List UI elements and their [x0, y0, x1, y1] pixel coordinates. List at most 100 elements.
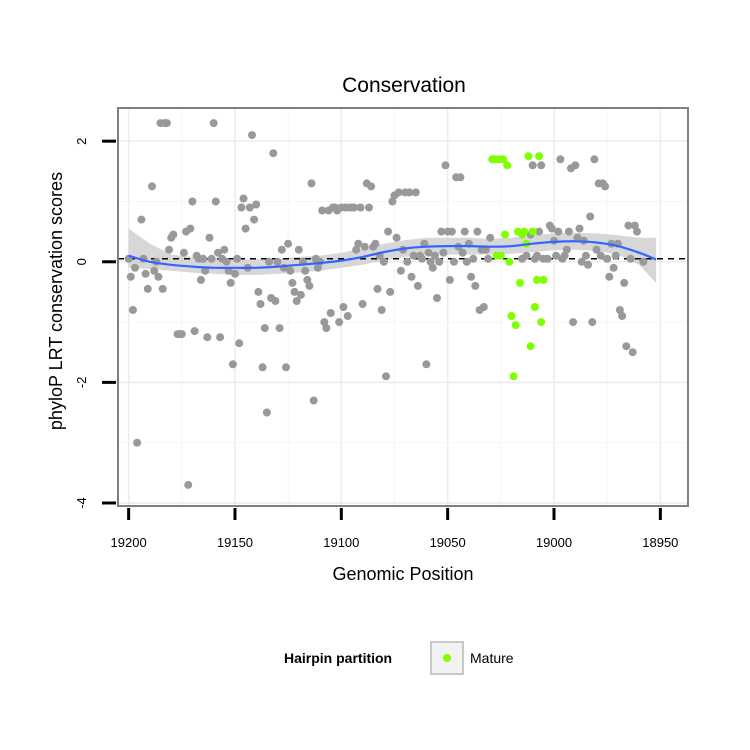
point-other [405, 188, 414, 197]
point-other [426, 257, 435, 266]
point-other [469, 254, 478, 263]
point-other [356, 203, 365, 212]
point-other [350, 203, 359, 212]
x-tick-label: 19050 [430, 535, 466, 550]
point-other [407, 272, 416, 281]
point-other [269, 149, 278, 158]
point-other [588, 318, 597, 327]
point-other [437, 227, 446, 236]
point-mature [537, 318, 546, 327]
point-other [422, 360, 431, 369]
point-other [148, 182, 156, 191]
x-tick-label: 19150 [217, 535, 253, 550]
point-other [396, 266, 405, 275]
point-mature [528, 227, 537, 236]
point-other [428, 263, 437, 272]
x-axis: 19200 19150 19100 19050 19000 18950 [111, 508, 678, 550]
point-other [307, 179, 316, 188]
point-other [484, 254, 493, 263]
point-other [562, 245, 571, 254]
plot-panel [117, 107, 689, 507]
point-other [479, 303, 488, 311]
point-other [226, 278, 235, 287]
point-other [288, 278, 297, 287]
y-tick-label: 0 [74, 258, 89, 265]
point-other [522, 251, 531, 260]
point-other [352, 245, 361, 254]
point-other [275, 324, 284, 333]
point-mature [496, 251, 505, 260]
point-other [388, 197, 397, 206]
point-other [577, 257, 586, 266]
smooth-curve [128, 240, 657, 269]
point-other [262, 408, 271, 417]
point-other [282, 363, 290, 372]
point-other [447, 227, 456, 236]
point-other [177, 330, 186, 339]
point-other [584, 260, 592, 269]
point-mature [533, 275, 541, 284]
point-other [386, 287, 395, 296]
point-other [626, 254, 635, 263]
point-mature [516, 278, 524, 287]
point-other [403, 257, 412, 266]
point-other [547, 224, 556, 233]
point-other [320, 318, 329, 327]
point-other [126, 272, 135, 281]
point-other [250, 215, 259, 224]
point-mature [509, 372, 518, 381]
point-other [611, 251, 620, 260]
point-other [460, 227, 469, 236]
point-other [184, 480, 193, 489]
point-other [537, 161, 546, 170]
point-other [630, 221, 639, 230]
point-other [131, 263, 139, 272]
point-other [137, 215, 146, 224]
point-other [179, 248, 188, 257]
point-other [543, 254, 552, 263]
point-other [433, 294, 441, 302]
y-tick-label: -2 [74, 377, 89, 389]
point-other [211, 197, 220, 206]
point-other [207, 254, 216, 263]
point-other [596, 251, 605, 260]
point-other [462, 257, 471, 266]
point-other [313, 263, 322, 272]
point-other [528, 161, 537, 170]
point-other [190, 327, 199, 336]
point-other [615, 306, 624, 314]
point-mature [520, 227, 529, 236]
point-other [573, 233, 582, 242]
x-axis-title: Genomic Position [332, 564, 473, 584]
point-other [256, 300, 265, 308]
point-other [128, 306, 137, 314]
point-other [326, 309, 335, 317]
y-axis-title: phyloP LRT conservation scores [46, 172, 66, 430]
point-other [277, 245, 286, 254]
point-mature [530, 303, 539, 311]
point-other [296, 290, 305, 299]
point-other [169, 230, 178, 239]
point-other [552, 251, 561, 260]
point-other [560, 251, 569, 260]
y-tick-label: -4 [74, 497, 89, 509]
point-other [533, 251, 541, 260]
point-other [216, 333, 225, 342]
point-other [575, 224, 584, 233]
point-other [220, 245, 229, 254]
point-other [394, 188, 403, 197]
point-other [409, 251, 418, 260]
point-other [418, 254, 427, 263]
point-other [209, 119, 218, 128]
point-other [458, 248, 467, 257]
point-other [273, 257, 282, 266]
point-other [158, 284, 167, 293]
point-other [471, 281, 480, 290]
point-other [373, 284, 382, 293]
x-tick-label: 18950 [642, 535, 678, 550]
point-other [162, 119, 171, 128]
point-other [554, 227, 563, 236]
legend-key-dot [443, 654, 451, 662]
point-other [360, 242, 369, 251]
